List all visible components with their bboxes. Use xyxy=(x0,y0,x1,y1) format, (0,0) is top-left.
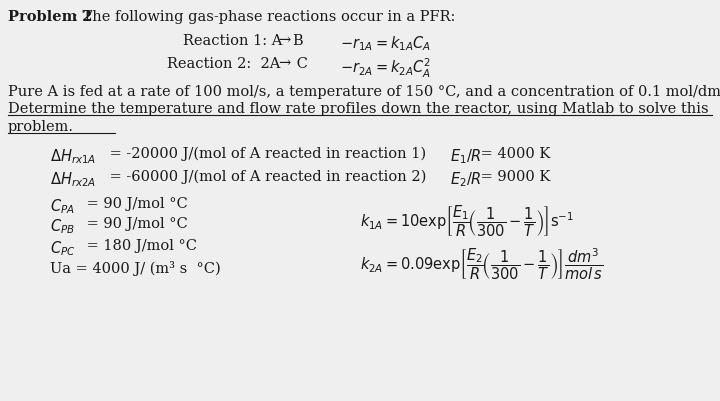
Text: $C_{PB}$: $C_{PB}$ xyxy=(50,217,75,235)
Text: C: C xyxy=(292,57,308,71)
Text: problem.: problem. xyxy=(8,120,74,134)
Text: $\Delta H_{rx1A}$: $\Delta H_{rx1A}$ xyxy=(50,147,96,165)
Text: Pure A is fed at a rate of 100 mol/s, a temperature of 150 °C, and a concentrati: Pure A is fed at a rate of 100 mol/s, a … xyxy=(8,84,720,99)
Text: $E_2/R$: $E_2/R$ xyxy=(450,170,482,188)
Text: Reaction 2:  2A: Reaction 2: 2A xyxy=(167,57,280,71)
Text: $k_{2A} = 0.09\exp\!\left[\dfrac{E_2}{R}\!\left(\dfrac{1}{300} - \dfrac{1}{T}\ri: $k_{2A} = 0.09\exp\!\left[\dfrac{E_2}{R}… xyxy=(360,246,603,282)
Text: : The following gas-phase reactions occur in a PFR:: : The following gas-phase reactions occu… xyxy=(73,10,455,24)
Text: $\Delta H_{rx2A}$: $\Delta H_{rx2A}$ xyxy=(50,170,96,188)
Text: = -20000 J/(mol of A reacted in reaction 1): = -20000 J/(mol of A reacted in reaction… xyxy=(105,147,426,161)
Text: Ua = 4000 J/ (m³ s  °C): Ua = 4000 J/ (m³ s °C) xyxy=(50,260,221,275)
Text: $C_{PA}$: $C_{PA}$ xyxy=(50,196,75,215)
Text: Reaction 1: A: Reaction 1: A xyxy=(183,34,282,48)
Text: = 9000 K: = 9000 K xyxy=(476,170,550,184)
Text: = 180 J/mol °C: = 180 J/mol °C xyxy=(82,239,197,252)
Text: →: → xyxy=(278,57,290,71)
Text: Problem 2: Problem 2 xyxy=(8,10,92,24)
Text: $k_{1A} = 10 \exp\!\left[\dfrac{E_1}{R}\!\left(\dfrac{1}{300} - \dfrac{1}{T}\rig: $k_{1A} = 10 \exp\!\left[\dfrac{E_1}{R}\… xyxy=(360,203,574,239)
Text: = 90 J/mol °C: = 90 J/mol °C xyxy=(82,196,188,211)
Text: Determine the temperature and flow rate profiles down the reactor, using Matlab : Determine the temperature and flow rate … xyxy=(8,102,708,116)
Text: $-r_{2A} = k_{2A}C_A^2$: $-r_{2A} = k_{2A}C_A^2$ xyxy=(340,57,431,80)
Text: $C_{PC}$: $C_{PC}$ xyxy=(50,239,76,257)
Text: $E_1/R$: $E_1/R$ xyxy=(450,147,482,165)
Text: = 4000 K: = 4000 K xyxy=(476,147,550,160)
Text: $-r_{1A} = k_{1A}C_A$: $-r_{1A} = k_{1A}C_A$ xyxy=(340,34,431,53)
Text: B: B xyxy=(292,34,302,48)
Text: →: → xyxy=(278,34,290,48)
Text: = -60000 J/(mol of A reacted in reaction 2): = -60000 J/(mol of A reacted in reaction… xyxy=(105,170,426,184)
Text: = 90 J/mol °C: = 90 J/mol °C xyxy=(82,217,188,231)
